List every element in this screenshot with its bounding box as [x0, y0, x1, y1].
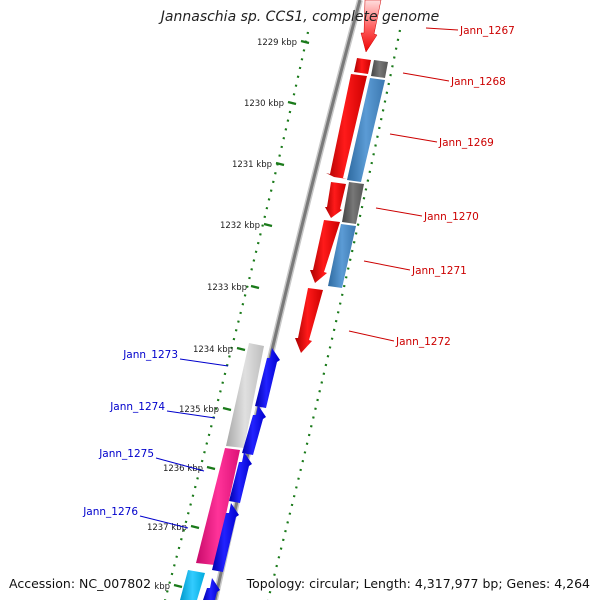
kbp-tick-label: 1234 kbp [193, 345, 233, 355]
genome-backbone [212, 0, 363, 601]
leader-line [425, 27, 459, 31]
gene-arrow-jann-1271[interactable] [310, 220, 340, 283]
kbp-tick-label: 1230 kbp [244, 99, 284, 109]
kbp-tick-label: 1231 kbp [232, 160, 272, 170]
gene-arrow-jann-1277[interactable] [203, 578, 220, 600]
cog-block-jann-1269 [347, 78, 385, 182]
kbp-tick-label: 1237 kbp [147, 523, 187, 533]
leader-line [389, 133, 438, 143]
topology-summary: Topology: circular; Length: 4,317,977 bp… [242, 576, 590, 591]
kbp-tick-mark [287, 100, 297, 106]
genome-title: Jannaschia sp. CCS1, complete genome [160, 9, 440, 25]
gene-arrow-jann-1276[interactable] [212, 503, 239, 572]
gene-arrow-jann-1269[interactable] [326, 74, 367, 179]
cog-block-jann-1268 [371, 60, 388, 78]
genome-backbone-core [213, 0, 362, 601]
gene-label-jann-1268[interactable]: Jann_1268 [450, 76, 506, 88]
gene-label-jann-1271[interactable]: Jann_1271 [411, 265, 467, 277]
kbp-tick-label: 1229 kbp [257, 38, 297, 48]
gene-arrow-jann-1275[interactable] [229, 452, 252, 503]
outer-tick-ring [266, 29, 402, 601]
gene-label-jann-1269[interactable]: Jann_1269 [438, 137, 494, 149]
gene-label-jann-1270[interactable]: Jann_1270 [423, 211, 479, 223]
gene-arrow-jann-1274[interactable] [242, 405, 266, 455]
gene-label-jann-1273[interactable]: Jann_1273 [122, 349, 178, 361]
leader-line [139, 515, 189, 529]
cog-block-jann-1273 [226, 343, 264, 448]
leader-line [166, 410, 216, 419]
kbp-tick-mark [250, 284, 260, 290]
leader-line [348, 330, 395, 342]
gene-arrow-jann-1272[interactable] [295, 288, 323, 353]
cog-block-jann-1270 [342, 182, 364, 224]
gene-label-jann-1272[interactable]: Jann_1272 [395, 336, 451, 348]
gene-arrow-jann-1267[interactable] [360, 0, 382, 53]
cog-block-jann-1277 [180, 570, 205, 600]
kbp-tick-label: 1236 kbp [163, 464, 203, 474]
leader-line [363, 260, 411, 271]
leader-line [375, 207, 423, 217]
kbp-tick-mark [275, 161, 285, 167]
kbp-tick-mark [206, 465, 216, 471]
kbp-tick-label: 1235 kbp [179, 405, 219, 415]
gene-arrow-jann-1273[interactable] [255, 348, 280, 408]
kbp-tick-mark [173, 583, 183, 589]
kbp-tick-label: 8 kbp [146, 582, 170, 592]
leader-line [402, 72, 450, 82]
kbp-tick-mark [222, 406, 232, 412]
cog-block-jann-1271 [328, 224, 356, 288]
gene-label-jann-1275[interactable]: Jann_1275 [98, 448, 154, 460]
kbp-tick-label: 1232 kbp [220, 221, 260, 231]
leader-line [155, 457, 205, 472]
leader-line [179, 358, 229, 367]
kbp-tick-mark [236, 346, 246, 352]
gene-label-jann-1274[interactable]: Jann_1274 [109, 401, 165, 413]
cog-block-jann-1275 [196, 448, 240, 565]
gene-arrow-jann-1268[interactable] [354, 58, 371, 74]
gene-arrow-jann-1270[interactable] [325, 182, 346, 218]
gene-label-jann-1276[interactable]: Jann_1276 [82, 506, 138, 518]
kbp-tick-mark [300, 39, 310, 45]
gene-label-jann-1267[interactable]: Jann_1267 [459, 25, 515, 37]
kbp-tick-label: 1233 kbp [207, 283, 247, 293]
kbp-tick-mark [190, 524, 200, 530]
accession-label: Accession: NC_007802 [9, 576, 156, 591]
kbp-tick-mark [263, 222, 273, 228]
